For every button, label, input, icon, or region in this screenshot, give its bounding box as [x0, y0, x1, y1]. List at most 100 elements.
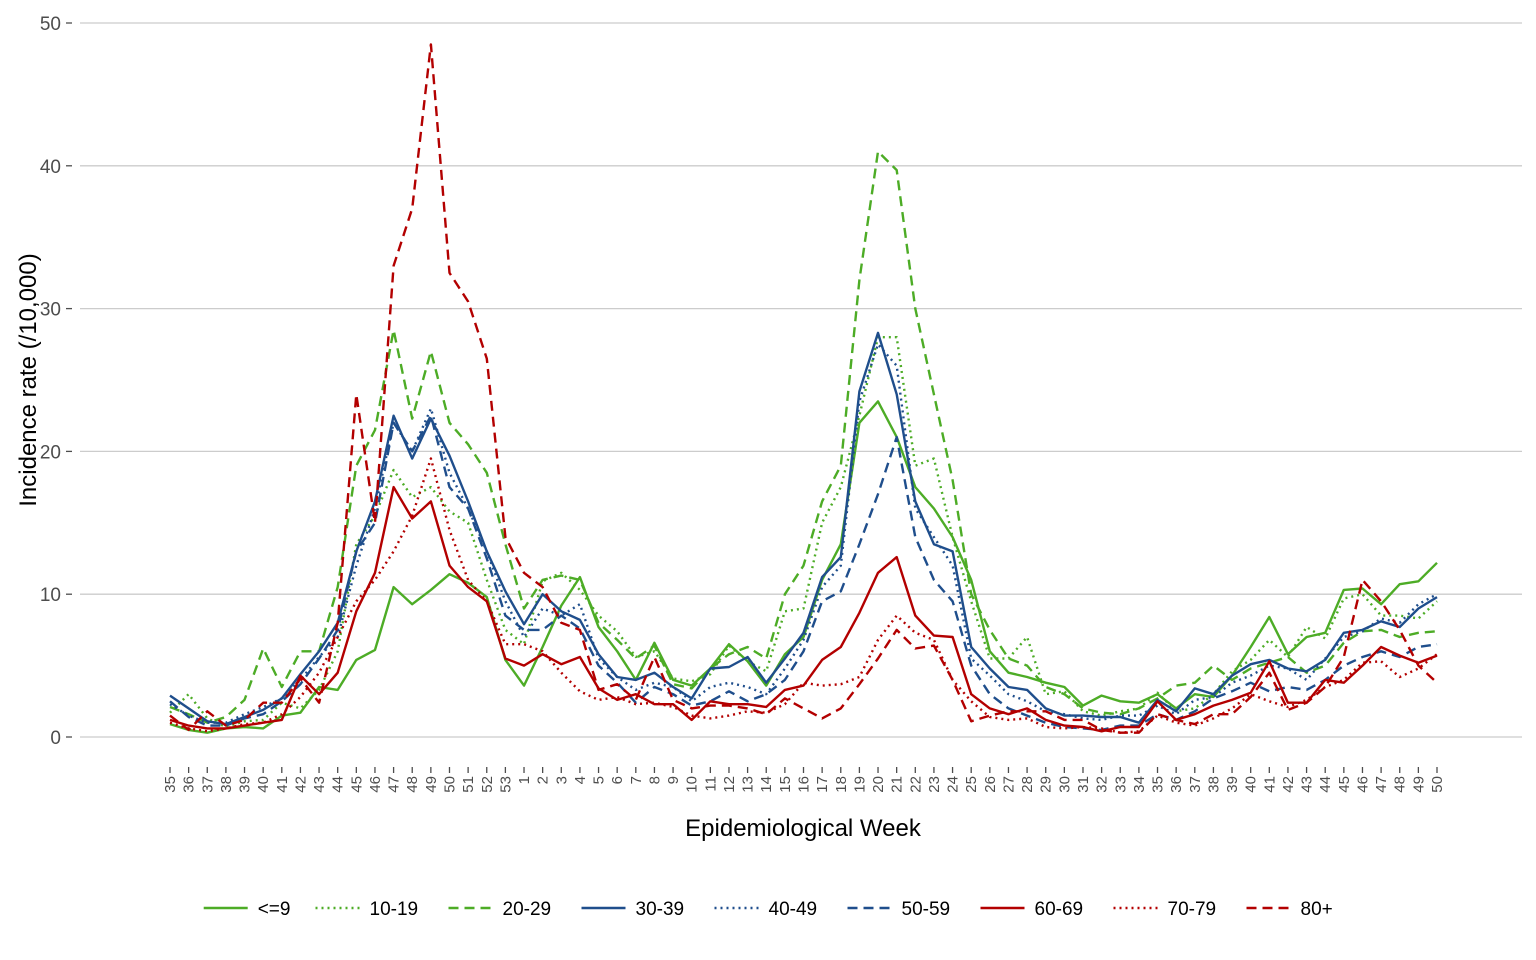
x-tick-label: 20: [870, 776, 887, 793]
x-tick-label: 50: [441, 776, 458, 793]
series-line: [169, 485, 1438, 733]
x-tick-label: 25: [963, 776, 980, 793]
x-tick-label: 4: [572, 776, 589, 784]
x-tick-label: 29: [1038, 776, 1055, 793]
x-tick-label: 35: [1150, 776, 1167, 793]
legend-label: 70-79: [1168, 899, 1217, 920]
y-tick-label: 50: [40, 14, 61, 35]
x-tick-label: 30: [1056, 776, 1073, 793]
legend-item: 30-39: [581, 899, 685, 920]
x-tick-label: 43: [311, 776, 328, 793]
x-tick-label: 2: [535, 776, 552, 784]
x-tick-label: 42: [1280, 776, 1297, 793]
y-tick-label: 10: [40, 585, 61, 606]
legend-item: 60-69: [980, 899, 1084, 920]
x-tick-label: 41: [274, 776, 291, 793]
x-tick-label: 17: [814, 776, 831, 793]
legend: <=9 10-19 20-29 30-39 40-49 50-59 60-69 70-79 80…: [203, 899, 1333, 920]
x-tick-label: 43: [1299, 776, 1316, 793]
x-tick-label: 48: [404, 776, 421, 793]
x-tick-label: 39: [1224, 776, 1241, 793]
x-tick-label: 44: [330, 776, 347, 793]
x-tick-label: 37: [199, 776, 216, 793]
legend-label: 80+: [1301, 899, 1333, 920]
series-line: [169, 343, 1438, 724]
x-tick-label: 46: [367, 776, 384, 793]
x-tick-label: 41: [1261, 776, 1278, 793]
legend-label: 20-29: [503, 899, 552, 920]
legend-item: 20-29: [448, 899, 552, 920]
y-tick-label: 30: [40, 300, 61, 321]
legend-item: 70-79: [1113, 899, 1217, 920]
x-tick-label: 45: [1336, 776, 1353, 793]
x-tick-label: 28: [1019, 776, 1036, 793]
x-tick-label: 32: [1094, 776, 1111, 793]
x-tick-label: 7: [628, 776, 645, 784]
x-tick-label: 10: [684, 776, 701, 793]
x-tick-label: 26: [982, 776, 999, 793]
x-tick-label: 49: [1410, 776, 1427, 793]
y-tick-label: 40: [40, 157, 61, 178]
y-axis-ticks: 0 10 20 30 40 50: [40, 14, 72, 749]
x-tick-label: 23: [926, 776, 943, 793]
x-tick-label: 11: [702, 776, 719, 792]
legend-label: <=9: [258, 899, 291, 920]
x-tick-label: 36: [181, 776, 198, 793]
legend-label: 30-39: [636, 899, 685, 920]
series-lines: [169, 43, 1438, 734]
legend-item: 80+: [1246, 899, 1333, 920]
x-tick-label: 14: [758, 776, 775, 793]
x-tick-label: 27: [1000, 776, 1017, 793]
x-tick-label: 44: [1317, 776, 1334, 793]
x-tick-label: 34: [1131, 776, 1148, 793]
series-line: [169, 457, 1438, 734]
legend-label: 10-19: [370, 899, 419, 920]
x-tick-label: 13: [740, 776, 757, 793]
x-tick-label: 37: [1187, 776, 1204, 793]
x-tick-label: 8: [646, 776, 663, 784]
legend-item: <=9: [203, 899, 291, 920]
x-tick-label: 3: [553, 776, 570, 784]
y-tick-label: 0: [50, 728, 61, 749]
x-tick-label: 42: [292, 776, 309, 793]
x-tick-label: 6: [609, 776, 626, 784]
x-axis-ticks: 35 36 37 38 39 40 41 42 43 44 45 46 47 48 49 50 51 52 53 1 2…: [162, 767, 1446, 793]
series-line: [169, 414, 1438, 732]
x-tick-label: 39: [237, 776, 254, 793]
x-tick-label: 21: [889, 776, 906, 793]
x-tick-label: 52: [479, 776, 496, 793]
x-tick-label: 5: [591, 776, 608, 784]
x-tick-label: 47: [1373, 776, 1390, 793]
legend-label: 60-69: [1035, 899, 1084, 920]
x-tick-label: 49: [423, 776, 440, 793]
x-tick-label: 22: [907, 776, 924, 793]
x-tick-label: 46: [1354, 776, 1371, 793]
legend-item: 50-59: [847, 899, 951, 920]
x-tick-label: 15: [777, 776, 794, 793]
x-tick-label: 19: [851, 776, 868, 793]
x-tick-label: 1: [516, 776, 533, 784]
legend-item: 10-19: [315, 899, 419, 920]
x-tick-label: 31: [1075, 776, 1092, 793]
legend-label: 40-49: [769, 899, 818, 920]
x-tick-label: 12: [721, 776, 738, 793]
x-tick-label: 51: [460, 776, 477, 793]
horizontal-gridlines: [80, 22, 1522, 738]
x-tick-label: 36: [1168, 776, 1185, 793]
x-tick-label: 53: [497, 776, 514, 793]
x-tick-label: 33: [1112, 776, 1129, 793]
legend-item: 40-49: [714, 899, 818, 920]
x-axis-title: Epidemiological Week: [685, 815, 922, 842]
x-tick-label: 16: [796, 776, 813, 793]
series-line: [169, 150, 1438, 724]
x-tick-label: 18: [833, 776, 850, 793]
x-tick-label: 24: [945, 776, 962, 793]
y-tick-label: 20: [40, 442, 61, 463]
legend-label: 50-59: [902, 899, 951, 920]
x-tick-label: 38: [1205, 776, 1222, 793]
y-axis-title: Incidence rate (/10,000): [15, 253, 42, 507]
x-tick-label: 9: [665, 776, 682, 784]
x-tick-label: 35: [162, 776, 179, 793]
series-line: [169, 43, 1438, 734]
